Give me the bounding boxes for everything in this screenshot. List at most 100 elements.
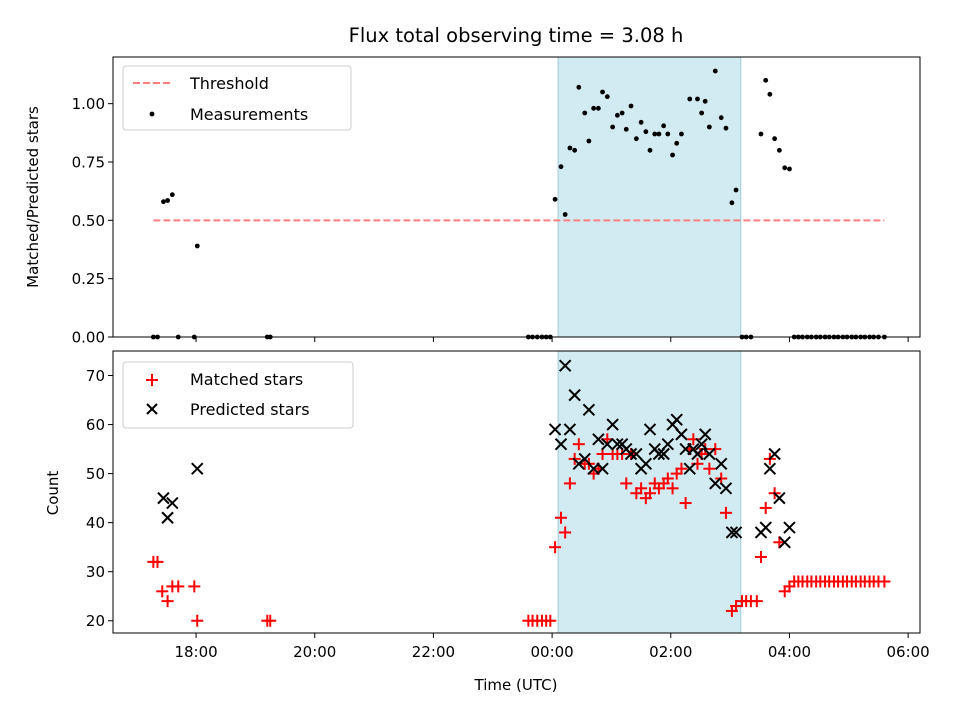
- matched-point: [675, 462, 688, 475]
- xlabel: Time (UTC): [474, 676, 558, 694]
- measurement-point: [695, 96, 700, 102]
- matched-point: [572, 438, 585, 451]
- measurement-point: [628, 103, 634, 109]
- predicted-point-b: [601, 437, 614, 451]
- predicted-point: [773, 491, 786, 505]
- predicted-point-b: [191, 462, 204, 475]
- xtick-label: 18:00: [174, 643, 217, 661]
- ytick-label: 0.00: [72, 329, 105, 347]
- predicted-point-b: [729, 526, 743, 539]
- measurement-point: [699, 110, 705, 116]
- predicted-point: [587, 462, 600, 475]
- matched-point: [544, 614, 557, 627]
- predicted-point-b: [596, 462, 609, 475]
- predicted-point: [592, 433, 605, 446]
- measurement-point: [552, 196, 558, 202]
- ytick-label: 0.75: [72, 154, 105, 172]
- ytick-label: 0.50: [72, 212, 105, 230]
- predicted-point-b: [639, 457, 653, 471]
- highlight-span: [557, 56, 742, 338]
- predicted-point-b: [568, 388, 581, 402]
- measurement-point: [647, 147, 653, 153]
- predicted-point: [729, 526, 743, 539]
- predicted-point: [725, 526, 739, 539]
- predicted-point-b: [563, 423, 577, 436]
- legend-measurements-label: Measurements: [190, 105, 308, 124]
- measurement-point: [758, 131, 764, 137]
- predicted-point: [558, 359, 572, 372]
- axes-frame: [112, 56, 921, 338]
- matched-point: [191, 614, 204, 627]
- predicted-point: [611, 437, 624, 451]
- predicted-point: [601, 437, 614, 451]
- predicted-point-b: [778, 536, 791, 549]
- predicted-point: [166, 496, 179, 510]
- matched-point: [559, 526, 572, 539]
- ytick-label: 40: [86, 514, 105, 532]
- predicted-point-b: [166, 496, 179, 510]
- ytick-label: 30: [86, 563, 105, 581]
- predicted-point-b: [606, 418, 619, 431]
- predicted-point: [639, 457, 653, 471]
- xtick-label: 22:00: [412, 643, 455, 661]
- predicted-point: [683, 462, 696, 475]
- legend-predicted-swatch: [146, 403, 158, 415]
- legend-matched-label: Matched stars: [190, 370, 303, 389]
- xtick-label: 04:00: [768, 643, 811, 661]
- measurement-point: [600, 89, 605, 95]
- matched-point: [156, 585, 169, 598]
- predicted-point: [554, 437, 568, 451]
- predicted-point: [652, 447, 666, 461]
- ytick-label: 1.00: [72, 95, 105, 113]
- predicted-point: [709, 477, 722, 490]
- measurement-point: [718, 115, 724, 121]
- measurement-point: [733, 187, 739, 193]
- measurement-point: [706, 124, 712, 130]
- measurement-point: [767, 91, 773, 97]
- predicted-point: [563, 423, 577, 436]
- measurement-point: [619, 110, 625, 116]
- predicted-point: [763, 462, 777, 475]
- predicted-point-b: [652, 447, 666, 461]
- predicted-point: [582, 403, 596, 417]
- measurement-point: [670, 152, 675, 158]
- matched-point: [644, 487, 657, 500]
- predicted-point: [675, 428, 688, 441]
- matched-point: [151, 555, 164, 568]
- matched-point: [661, 472, 674, 485]
- ytick-label: 50: [86, 465, 105, 483]
- predicted-point-b: [763, 462, 777, 475]
- predicted-point: [606, 418, 619, 431]
- predicted-point-b: [768, 447, 781, 461]
- legend-matched-swatch: [146, 374, 158, 386]
- matched-point: [878, 575, 891, 588]
- matched-point: [666, 482, 679, 495]
- predicted-point-b: [582, 403, 596, 417]
- measurement-point: [712, 68, 718, 74]
- legend-threshold-label: Threshold: [189, 74, 269, 93]
- measurement-point: [661, 123, 667, 129]
- matched-point: [759, 501, 772, 514]
- predicted-point-b: [592, 433, 605, 446]
- ytick-label: 60: [86, 416, 105, 434]
- measurement-point: [161, 199, 166, 205]
- measurement-point: [638, 119, 644, 125]
- measurement-point: [562, 212, 568, 217]
- predicted-point: [624, 447, 638, 461]
- predicted-point: [768, 447, 781, 461]
- measurement-point: [558, 164, 564, 170]
- predicted-point: [670, 413, 683, 426]
- predicted-point-b: [657, 447, 670, 461]
- predicted-point-b: [725, 526, 739, 539]
- measurement-point: [674, 140, 680, 146]
- predicted-point: [630, 447, 643, 461]
- predicted-point-b: [624, 447, 638, 461]
- predicted-point: [715, 457, 728, 471]
- predicted-point-b: [587, 462, 600, 475]
- measurement-point: [595, 105, 601, 111]
- measurement-point: [665, 131, 671, 137]
- predicted-point-b: [157, 491, 170, 505]
- matched-point: [161, 595, 174, 608]
- predicted-point: [657, 447, 670, 461]
